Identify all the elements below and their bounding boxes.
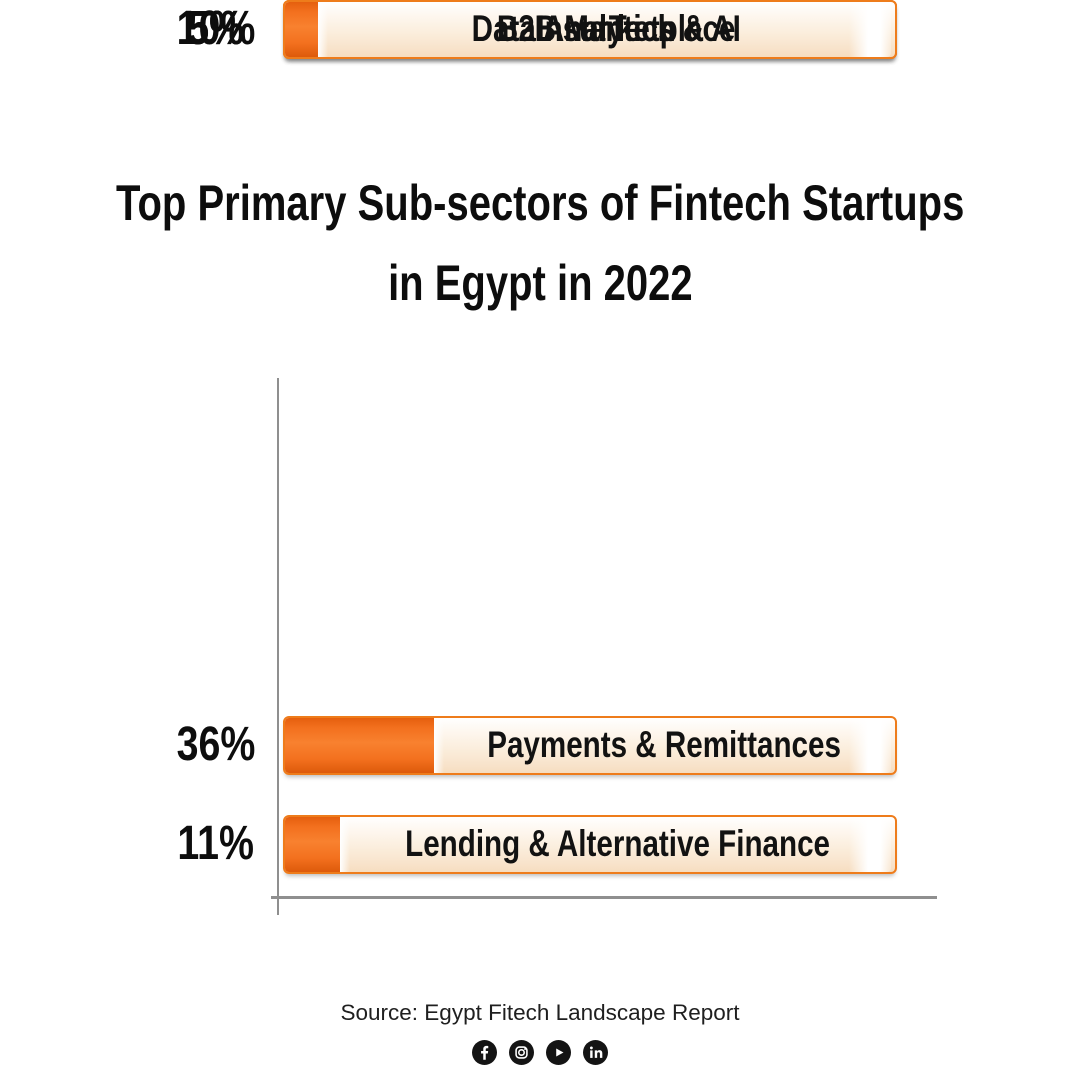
bar: Lending & Alternative Finance [283,815,897,874]
youtube-icon[interactable] [546,1040,571,1065]
bar-row: 5% InsurTech [0,0,1080,59]
value-label: 36% [176,718,256,771]
source-caption: Source: Egypt Fitech Landscape Report [340,1000,740,1025]
bar-row: 36% Payments & Remittances [0,716,1080,775]
y-axis-line [277,378,279,915]
bar-fill [285,2,318,57]
bar-category-label: B2B Marketplace [496,7,736,49]
x-axis-line [271,896,937,899]
bar-category-label: Payments & Remittances [487,723,842,765]
bar-label-panel: InsurTech [318,2,895,57]
bar-row: 11% Lending & Alternative Finance [0,815,1080,874]
facebook-icon[interactable] [472,1040,497,1065]
linkedin-icon[interactable] [583,1040,608,1065]
bar-category-label: Lending & Alternative Finance [405,822,830,864]
chart-title-line1: Top Primary Sub-sectors of Fintech Start… [115,175,965,231]
bar-label-panel: Payments & Remittances [434,718,895,773]
bar: Payments & Remittances [283,716,897,775]
bar-fill [285,718,434,773]
value-label: 11% [177,817,255,870]
bar-category-label: InsurTech [536,7,677,49]
chart-title: Top Primary Sub-sectors of Fintech Start… [0,163,1080,323]
bar-fill [285,817,340,872]
bar-label-panel: Lending & Alternative Finance [340,817,895,872]
value-label: 10% [176,2,256,55]
value-label: 5% [187,2,245,55]
bar-category-label: Data Analytics & AI [471,7,742,49]
bar: InsurTech [283,0,897,59]
chart-title-line2: in Egypt in 2022 [387,255,693,311]
instagram-icon[interactable] [509,1040,534,1065]
value-label: 5% [187,2,245,55]
social-icons-row [0,1040,1080,1065]
